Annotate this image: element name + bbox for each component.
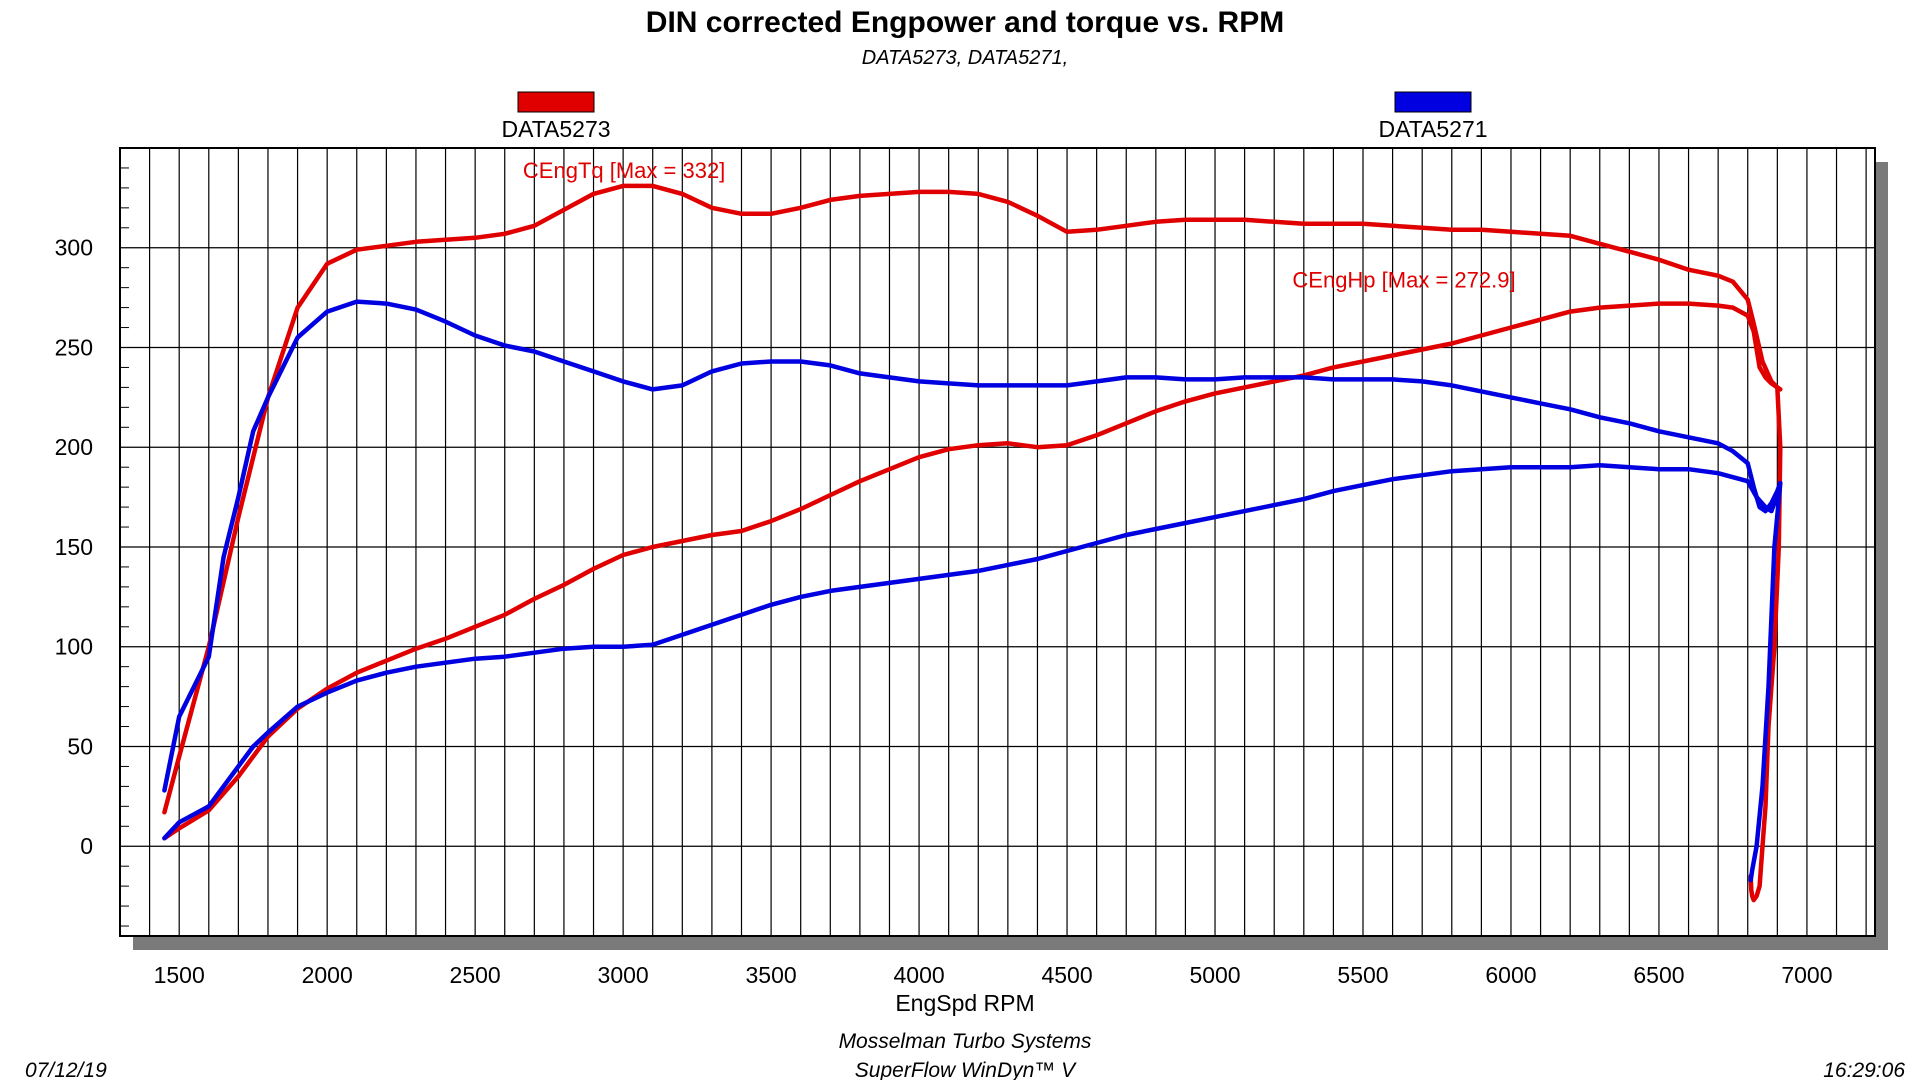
footer-software: SuperFlow WinDyn™ V bbox=[855, 1059, 1077, 1080]
x-tick-label: 6000 bbox=[1485, 962, 1536, 988]
plot-area bbox=[119, 147, 1876, 937]
x-tick-label: 6500 bbox=[1633, 962, 1684, 988]
y-tick-label: 150 bbox=[55, 534, 93, 560]
legend: DATA5273 DATA5271 bbox=[501, 91, 1488, 142]
annotation-hp-max: CEngHp [Max = 272.9] bbox=[1292, 268, 1515, 293]
x-tick-label: 7000 bbox=[1781, 962, 1832, 988]
series-layer bbox=[162, 183, 1783, 903]
y-tick-label: 100 bbox=[55, 634, 93, 660]
x-axis-label: EngSpd RPM bbox=[895, 990, 1034, 1016]
series-line-data5271-cenghp bbox=[162, 462, 1783, 883]
series-line-data5273-cenghp bbox=[162, 301, 1783, 903]
legend-swatch-data5271 bbox=[1394, 91, 1472, 113]
x-tick-label: 4500 bbox=[1041, 962, 1092, 988]
footer-time: 16:29:06 bbox=[1823, 1059, 1905, 1080]
y-tick-label: 0 bbox=[80, 833, 93, 859]
footer-date: 07/12/19 bbox=[25, 1059, 107, 1080]
x-tick-label: 4000 bbox=[893, 962, 944, 988]
x-tick-label: 2000 bbox=[302, 962, 353, 988]
x-tick-label: 1500 bbox=[154, 962, 205, 988]
minor-ticks bbox=[120, 167, 129, 927]
y-tick-label: 250 bbox=[55, 334, 93, 360]
x-tick-label: 3500 bbox=[746, 962, 797, 988]
legend-swatch-data5273 bbox=[517, 91, 595, 113]
series-line-data5273-cengtq bbox=[162, 183, 1783, 815]
legend-label-data5273: DATA5273 bbox=[501, 116, 610, 142]
y-tick-label: 200 bbox=[55, 434, 93, 460]
annotation-torque-max: CEngTq [Max = 332] bbox=[523, 158, 725, 183]
legend-label-data5271: DATA5271 bbox=[1378, 116, 1487, 142]
series-line-data5271-cengtq bbox=[162, 299, 1783, 793]
chart-subtitle: DATA5273, DATA5271, bbox=[862, 47, 1068, 69]
chart-title: DIN corrected Engpower and torque vs. RP… bbox=[646, 6, 1284, 39]
y-tick-label: 300 bbox=[55, 235, 93, 261]
axis-tick-labels: 1500 2000 2500 3000 3500 4000 4500 5000 5500 6000… bbox=[55, 235, 1833, 988]
x-tick-label: 5000 bbox=[1189, 962, 1240, 988]
y-tick-label: 50 bbox=[67, 733, 93, 759]
x-tick-label: 5500 bbox=[1337, 962, 1388, 988]
grid bbox=[119, 148, 1875, 936]
x-tick-label: 2500 bbox=[450, 962, 501, 988]
footer-company: Mosselman Turbo Systems bbox=[839, 1030, 1092, 1053]
x-tick-label: 3000 bbox=[598, 962, 649, 988]
